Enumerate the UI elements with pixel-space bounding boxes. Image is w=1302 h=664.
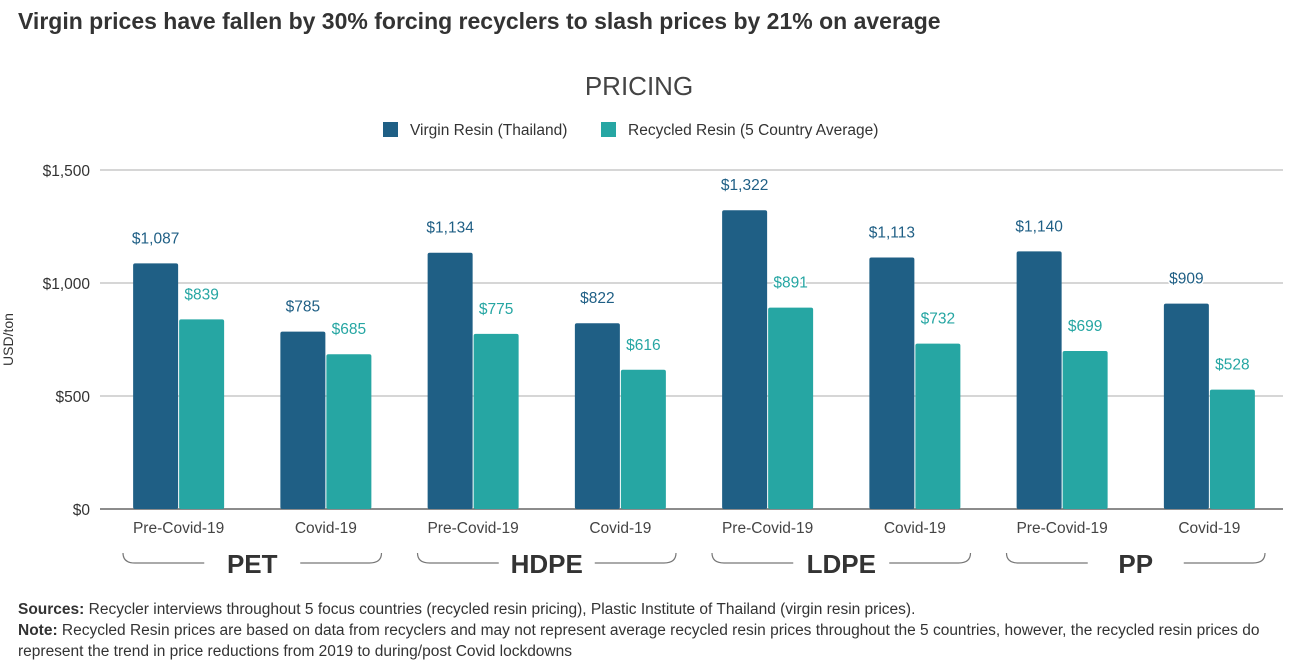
group-label: PP <box>1118 549 1153 579</box>
sources-line: Sources: Recycler interviews throughout … <box>18 599 1288 620</box>
x-tick-label: Covid-19 <box>295 520 357 537</box>
legend-swatch-1 <box>383 122 398 137</box>
chart-title: PRICING <box>585 71 693 101</box>
data-label: $785 <box>286 299 320 316</box>
page-headline: Virgin prices have fallen by 30% forcing… <box>18 8 941 34</box>
note-text: Recycled Resin prices are based on data … <box>18 622 1260 660</box>
y-tick-label: $0 <box>73 502 91 519</box>
data-label: $909 <box>1169 271 1203 288</box>
group-bracket-left <box>711 552 794 564</box>
bar-recycled <box>915 343 961 509</box>
bar-recycled <box>1062 351 1108 509</box>
x-tick-label: Pre-Covid-19 <box>427 520 518 537</box>
data-label: $685 <box>332 321 366 338</box>
bar-recycled <box>620 369 666 509</box>
x-tick-label: Covid-19 <box>884 520 946 537</box>
bar-virgin <box>1163 303 1209 509</box>
data-label: $891 <box>773 275 807 292</box>
sources-label: Sources: <box>18 601 85 618</box>
data-label: $732 <box>921 311 955 328</box>
group-bracket-left <box>122 552 205 564</box>
sources-text: Recycler interviews throughout 5 focus c… <box>84 601 916 618</box>
x-tick-label: Pre-Covid-19 <box>722 520 813 537</box>
footer: Sources: Recycler interviews throughout … <box>18 599 1288 662</box>
bar-recycled <box>1209 389 1255 509</box>
legend-label-1: Virgin Resin (Thailand) <box>410 122 567 139</box>
y-tick-label: $1,500 <box>43 163 91 180</box>
y-tick-label: $1,000 <box>43 276 91 293</box>
group-bracket-left <box>1005 552 1088 564</box>
legend-swatch-2 <box>601 122 616 137</box>
bar-recycled <box>473 333 519 509</box>
bar-virgin <box>722 210 768 509</box>
y-axis-label: USD/ton <box>0 313 16 366</box>
x-tick-label: Pre-Covid-19 <box>133 520 224 537</box>
data-label: $528 <box>1215 357 1249 374</box>
data-label: $775 <box>479 301 513 318</box>
x-tick-label: Covid-19 <box>1178 520 1240 537</box>
data-label: $1,134 <box>426 220 474 237</box>
group-bracket-right <box>594 552 677 564</box>
bar-recycled <box>768 307 814 509</box>
data-label: $822 <box>580 290 614 307</box>
data-label: $699 <box>1068 318 1102 335</box>
pricing-chart: PRICING Virgin Resin (Thailand) Recycled R… <box>0 71 1283 579</box>
group-label: PET <box>227 549 278 579</box>
note-line: Note: Recycled Resin prices are based on… <box>18 620 1288 662</box>
bar-recycled <box>179 319 225 509</box>
group-bracket-right <box>1183 552 1266 564</box>
y-tick-label: $500 <box>56 389 91 406</box>
data-label: $1,140 <box>1015 218 1063 235</box>
data-label: $1,087 <box>132 230 179 247</box>
group-bracket-left <box>416 552 499 564</box>
group-bracket-right <box>889 552 972 564</box>
bar-virgin <box>1016 251 1062 510</box>
bar-virgin <box>574 323 620 509</box>
x-tick-label: Covid-19 <box>589 520 651 537</box>
legend-label-2: Recycled Resin (5 Country Average) <box>628 122 878 139</box>
bar-recycled <box>326 354 372 509</box>
data-label: $839 <box>184 286 218 303</box>
group-bracket-right <box>300 552 383 564</box>
group-label: LDPE <box>807 549 876 579</box>
data-label: $1,113 <box>869 224 915 241</box>
group-label: HDPE <box>511 549 583 579</box>
note-label: Note: <box>18 622 58 639</box>
bar-virgin <box>869 257 915 509</box>
bar-virgin <box>133 263 179 509</box>
data-label: $1,322 <box>721 177 768 194</box>
bar-virgin <box>427 252 473 509</box>
bar-virgin <box>280 331 326 509</box>
x-tick-label: Pre-Covid-19 <box>1016 520 1107 537</box>
data-label: $616 <box>626 337 660 354</box>
